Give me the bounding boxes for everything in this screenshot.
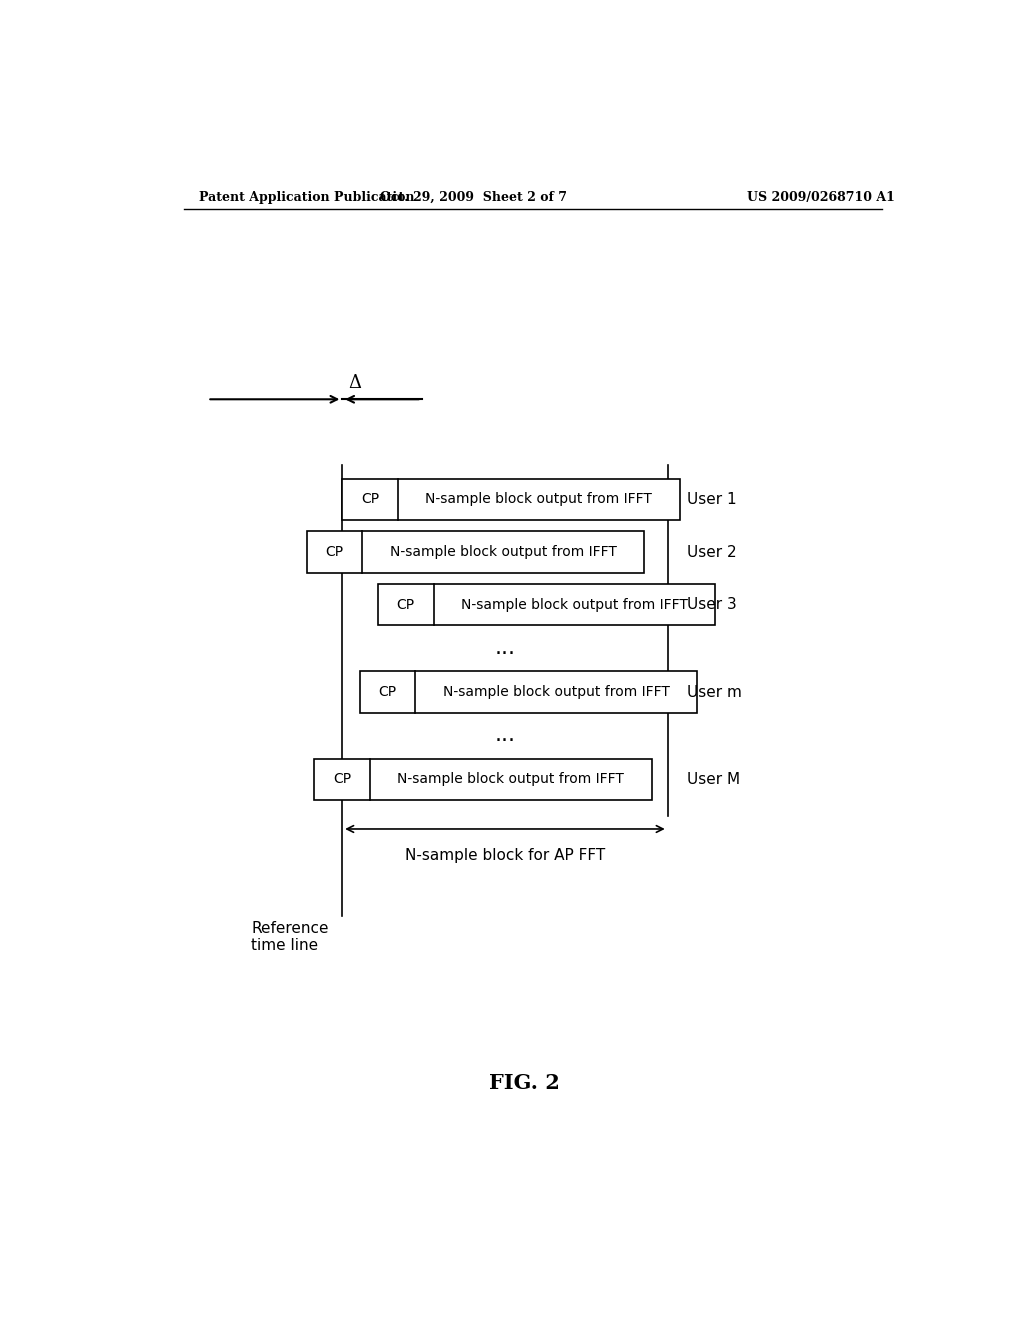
Text: N-sample block output from IFFT: N-sample block output from IFFT xyxy=(397,772,625,787)
Text: N-sample block output from IFFT: N-sample block output from IFFT xyxy=(442,685,670,700)
Text: N-sample block output from IFFT: N-sample block output from IFFT xyxy=(461,598,688,612)
Text: ...: ... xyxy=(495,638,515,657)
Text: CP: CP xyxy=(379,685,396,700)
Text: N-sample block output from IFFT: N-sample block output from IFFT xyxy=(425,492,652,506)
Text: User m: User m xyxy=(687,685,742,700)
Text: Reference
time line: Reference time line xyxy=(251,921,329,953)
Text: N-sample block output from IFFT: N-sample block output from IFFT xyxy=(389,545,616,560)
Text: User 2: User 2 xyxy=(687,545,737,560)
Bar xyxy=(306,532,644,573)
Text: User M: User M xyxy=(687,772,740,787)
Text: N-sample block for AP FFT: N-sample block for AP FFT xyxy=(404,847,605,863)
Text: CP: CP xyxy=(333,772,351,787)
Text: US 2009/0268710 A1: US 2009/0268710 A1 xyxy=(748,190,895,203)
Bar xyxy=(378,585,715,626)
Text: CP: CP xyxy=(361,492,379,506)
Text: FIG. 2: FIG. 2 xyxy=(489,1073,560,1093)
Bar xyxy=(314,759,652,800)
Text: Patent Application Publication: Patent Application Publication xyxy=(200,190,415,203)
Text: User 3: User 3 xyxy=(687,598,737,612)
Text: CP: CP xyxy=(326,545,343,560)
Text: ...: ... xyxy=(495,725,515,744)
Text: Oct. 29, 2009  Sheet 2 of 7: Oct. 29, 2009 Sheet 2 of 7 xyxy=(380,190,566,203)
Bar xyxy=(342,479,680,520)
Text: CP: CP xyxy=(396,598,415,612)
Bar xyxy=(359,672,697,713)
Text: Δ: Δ xyxy=(348,374,361,392)
Text: User 1: User 1 xyxy=(687,491,737,507)
